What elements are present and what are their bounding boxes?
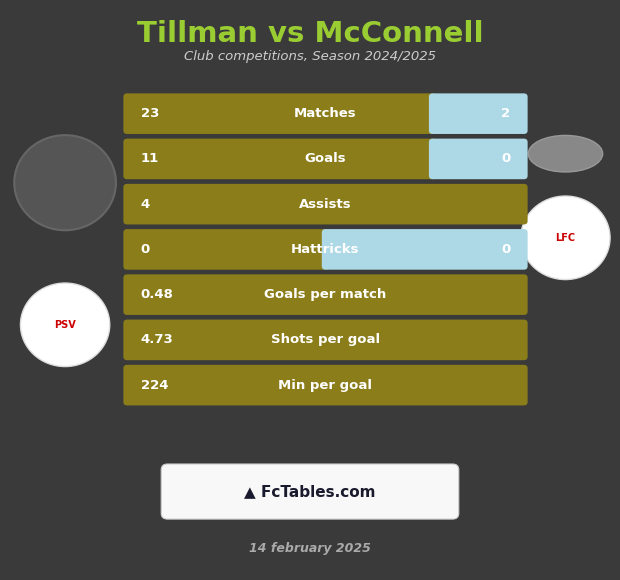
Text: 2: 2 [501, 107, 510, 120]
Text: ▲ FcTables.com: ▲ FcTables.com [244, 484, 376, 499]
FancyBboxPatch shape [123, 365, 528, 405]
FancyBboxPatch shape [322, 229, 528, 270]
Ellipse shape [528, 136, 603, 172]
Text: PSV: PSV [54, 320, 76, 330]
FancyBboxPatch shape [123, 274, 528, 315]
Text: 224: 224 [141, 379, 168, 392]
Text: 14 february 2025: 14 february 2025 [249, 542, 371, 554]
FancyBboxPatch shape [123, 229, 329, 270]
Text: Matches: Matches [294, 107, 357, 120]
FancyBboxPatch shape [123, 93, 436, 134]
Text: 11: 11 [141, 153, 159, 165]
Text: Shots per goal: Shots per goal [271, 334, 380, 346]
FancyBboxPatch shape [161, 464, 459, 519]
Text: Goals per match: Goals per match [264, 288, 387, 301]
Text: Club competitions, Season 2024/2025: Club competitions, Season 2024/2025 [184, 50, 436, 63]
Text: 0: 0 [141, 243, 150, 256]
Text: Min per goal: Min per goal [278, 379, 373, 392]
Text: 4.73: 4.73 [141, 334, 174, 346]
FancyBboxPatch shape [429, 93, 528, 134]
FancyBboxPatch shape [429, 139, 528, 179]
Circle shape [20, 283, 110, 367]
Text: 0: 0 [501, 153, 510, 165]
FancyBboxPatch shape [123, 320, 528, 360]
Text: 0.48: 0.48 [141, 288, 174, 301]
Circle shape [521, 196, 610, 280]
Text: 23: 23 [141, 107, 159, 120]
FancyBboxPatch shape [123, 139, 436, 179]
Text: LFC: LFC [556, 233, 575, 243]
Circle shape [14, 135, 116, 230]
Text: 4: 4 [141, 198, 150, 211]
FancyBboxPatch shape [123, 184, 528, 224]
Text: Assists: Assists [299, 198, 352, 211]
Text: Tillman vs McConnell: Tillman vs McConnell [136, 20, 484, 48]
Text: 0: 0 [501, 243, 510, 256]
Text: Goals: Goals [304, 153, 347, 165]
Text: Hattricks: Hattricks [291, 243, 360, 256]
